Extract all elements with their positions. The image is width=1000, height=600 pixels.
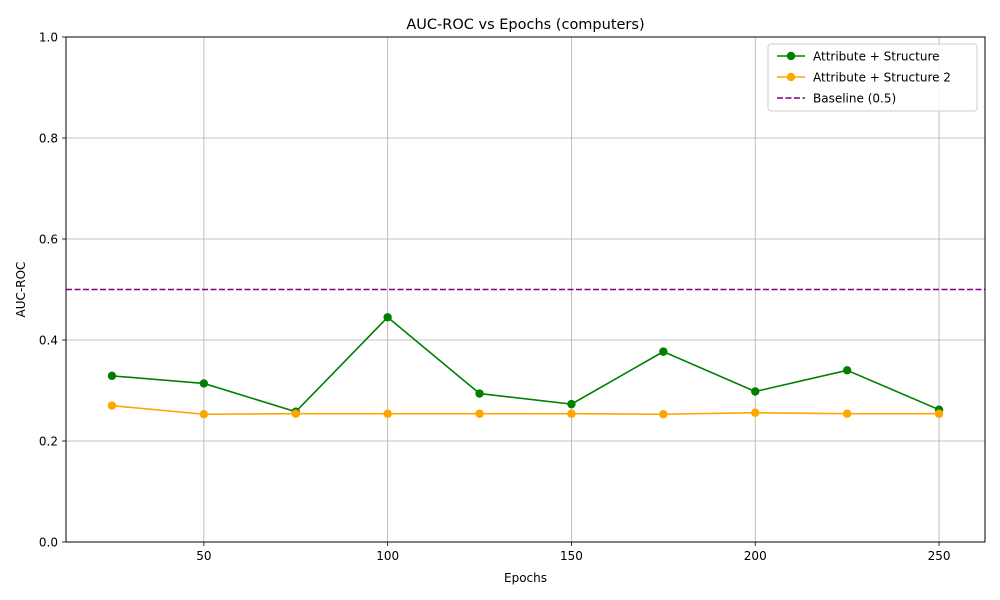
x-tick-label: 250 [928,549,951,563]
series-1-point [567,399,576,409]
series-2-point [199,410,209,419]
series-2-point [751,408,760,417]
series-2-point [291,409,300,418]
series-2-point [567,409,576,418]
plot-frame [65,36,986,543]
y-axis-label: AUC-ROC [14,262,28,318]
legend-entry-label: Attribute + Structure 2 [813,71,951,85]
legend: Attribute + Structure Attribute + Structu… [767,43,978,112]
series-2-point [842,409,852,418]
y-tick-label: 0.0 [39,536,58,550]
series-2-point [659,410,668,419]
series-2-point [475,409,484,418]
series-2-point [383,409,392,418]
series-1-point [107,371,117,381]
series-2-point [107,401,117,410]
y-tick-label: 0.8 [39,132,58,146]
axis-ticks: 50 100 150 200 250 0.0 0.2 0.4 0.6 0.8 1.0 [39,31,951,564]
legend-entry-label: Baseline (0.5) [813,92,896,106]
x-axis-label: Epochs [504,571,547,585]
legend-swatch-marker [786,51,796,61]
x-tick-label: 50 [196,549,211,563]
y-tick-label: 0.4 [39,334,58,348]
series-1-point [751,387,760,396]
series-2-point [934,409,944,418]
series-1-point [842,366,852,375]
y-tick-label: 0.2 [39,435,58,449]
x-tick-label: 150 [560,549,583,563]
series-1-point [199,379,209,388]
series-1-point [659,347,668,356]
x-tick-label: 100 [376,549,399,563]
chart-title: AUC-ROC vs Epochs (computers) [406,17,644,33]
y-tick-label: 1.0 [39,31,58,45]
series-1-point [475,389,484,398]
series-line-1 [111,316,940,413]
legend-swatch-marker [786,72,796,82]
legend-box [767,43,978,112]
y-tick-label: 0.6 [39,233,58,247]
series-group [107,313,944,419]
x-tick-label: 200 [744,549,767,563]
series-1-point [383,313,392,322]
legend-entry-label: Attribute + Structure [813,50,940,64]
series-line-2 [111,404,940,416]
